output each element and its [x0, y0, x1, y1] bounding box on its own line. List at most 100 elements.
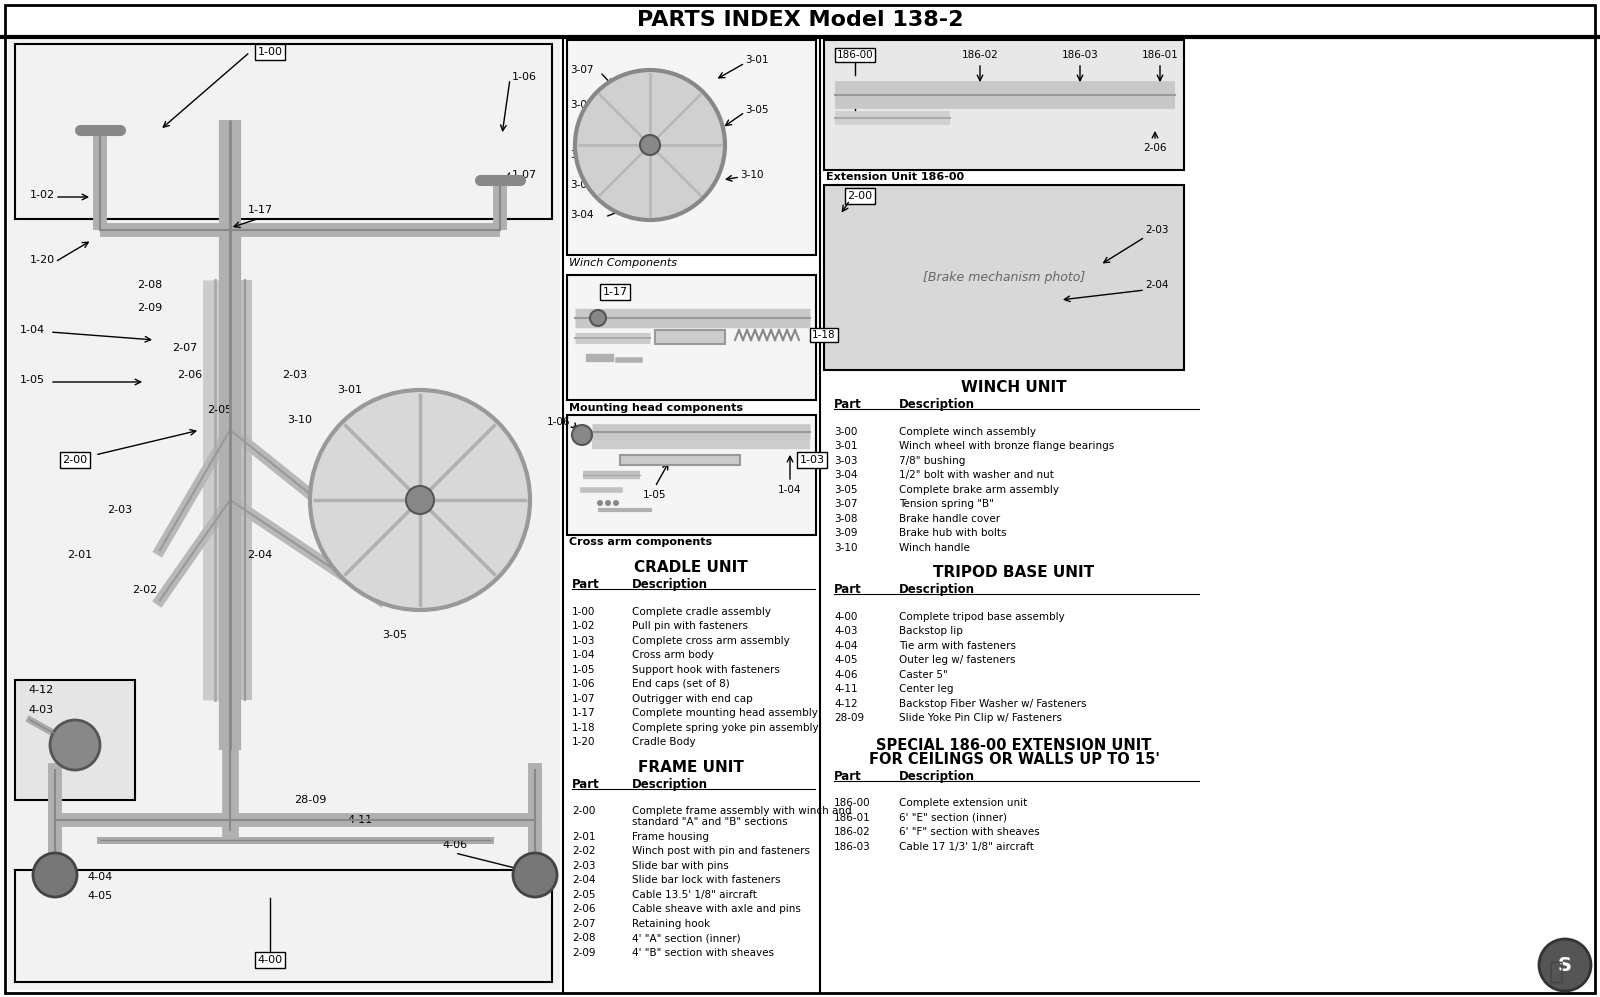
Text: 3-10: 3-10: [834, 542, 858, 552]
Circle shape: [574, 70, 725, 220]
Text: 2-03: 2-03: [283, 370, 307, 380]
Text: 4-03: 4-03: [29, 705, 53, 715]
Text: 28-09: 28-09: [834, 713, 864, 723]
Bar: [566, 40, 816, 255]
Text: 1-04: 1-04: [778, 485, 802, 495]
Text: 1-06: 1-06: [512, 72, 538, 82]
Bar: [654, 330, 725, 344]
Bar: [14, 680, 134, 800]
Text: 3-03: 3-03: [834, 456, 858, 466]
Text: Slide bar with pins: Slide bar with pins: [632, 860, 728, 870]
Text: Cross arm body: Cross arm body: [632, 650, 714, 660]
Text: Winch post with pin and fasteners: Winch post with pin and fasteners: [632, 846, 810, 856]
Text: 1-18: 1-18: [573, 723, 595, 733]
Bar: [621, 455, 739, 465]
Text: standard "A" and "B" sections: standard "A" and "B" sections: [632, 817, 787, 827]
Text: 4-12: 4-12: [834, 699, 858, 709]
Text: 2-08: 2-08: [138, 280, 163, 290]
Text: 4-11: 4-11: [347, 815, 373, 825]
Text: Part: Part: [573, 778, 600, 791]
Text: Part: Part: [834, 583, 862, 596]
Text: Winch wheel with bronze flange bearings: Winch wheel with bronze flange bearings: [899, 441, 1114, 451]
Text: 1-05: 1-05: [643, 490, 667, 500]
Text: 1-02: 1-02: [573, 621, 595, 631]
Text: Part: Part: [834, 398, 862, 411]
Text: 1-03: 1-03: [800, 455, 824, 465]
Text: 4-05: 4-05: [88, 891, 112, 901]
Text: ⛯: ⛯: [1549, 960, 1563, 984]
Text: 4-06: 4-06: [443, 840, 467, 850]
Text: 186-00: 186-00: [837, 50, 874, 60]
Text: 7/8" bushing: 7/8" bushing: [899, 456, 965, 466]
Text: 1-05: 1-05: [573, 664, 595, 675]
Text: 4-00: 4-00: [258, 955, 283, 965]
Text: Mounting head components: Mounting head components: [570, 403, 742, 413]
Circle shape: [406, 486, 434, 514]
Text: 1-00: 1-00: [573, 606, 595, 616]
Text: 186-01: 186-01: [1142, 50, 1178, 60]
Text: 2-09: 2-09: [138, 303, 163, 313]
Text: Description: Description: [899, 398, 974, 411]
Circle shape: [573, 425, 592, 445]
Text: Cross arm components: Cross arm components: [570, 537, 712, 547]
Text: Extension Unit 186-00: Extension Unit 186-00: [826, 172, 965, 182]
Circle shape: [1539, 939, 1590, 991]
Text: 186-01: 186-01: [834, 813, 870, 823]
Text: 1-00: 1-00: [258, 47, 283, 57]
Text: Description: Description: [632, 578, 707, 591]
Text: Cable sheave with axle and pins: Cable sheave with axle and pins: [632, 904, 802, 914]
Bar: [824, 185, 1184, 370]
Text: Part: Part: [834, 770, 862, 783]
Text: 6' "F" section with sheaves: 6' "F" section with sheaves: [899, 827, 1040, 837]
Text: FOR CEILINGS OR WALLS UP TO 15': FOR CEILINGS OR WALLS UP TO 15': [869, 752, 1160, 767]
Text: Retaining hook: Retaining hook: [632, 918, 710, 928]
Text: 2-00: 2-00: [62, 455, 88, 465]
Text: 186-03: 186-03: [1062, 50, 1098, 60]
Text: 2-03: 2-03: [107, 505, 133, 515]
Bar: [8, 40, 560, 990]
Text: 4-05: 4-05: [834, 655, 858, 665]
Text: 1-17: 1-17: [573, 708, 595, 718]
Text: 2-09: 2-09: [573, 947, 595, 957]
Circle shape: [514, 853, 557, 897]
Text: FRAME UNIT: FRAME UNIT: [638, 760, 744, 775]
Text: 2-02: 2-02: [573, 846, 595, 856]
Text: Winch handle: Winch handle: [899, 542, 970, 552]
Text: S: S: [1558, 955, 1571, 974]
Text: CRADLE UNIT: CRADLE UNIT: [634, 560, 747, 575]
Text: 2-01: 2-01: [573, 831, 595, 841]
Text: 2-00: 2-00: [573, 806, 595, 816]
Text: 2-00: 2-00: [848, 191, 872, 201]
Text: 3-01: 3-01: [834, 441, 858, 451]
Text: WINCH UNIT: WINCH UNIT: [962, 380, 1067, 395]
Text: Support hook with fasteners: Support hook with fasteners: [632, 664, 779, 675]
Text: 3-04: 3-04: [570, 210, 594, 220]
Circle shape: [310, 390, 530, 610]
Text: Complete cradle assembly: Complete cradle assembly: [632, 606, 771, 616]
Text: 1-18: 1-18: [813, 330, 835, 340]
Text: 3-05: 3-05: [746, 105, 768, 115]
Text: Complete mounting head assembly: Complete mounting head assembly: [632, 708, 818, 718]
Text: 1-05: 1-05: [19, 375, 45, 385]
Bar: [14, 44, 552, 219]
Text: Brake handle cover: Brake handle cover: [899, 513, 1000, 523]
Text: Backstop lip: Backstop lip: [899, 626, 963, 636]
Text: 186-02: 186-02: [962, 50, 998, 60]
Text: 3-05: 3-05: [834, 485, 858, 495]
Text: 2-05: 2-05: [573, 889, 595, 899]
Text: 3-01: 3-01: [338, 385, 363, 395]
Text: 2-06: 2-06: [1144, 143, 1166, 153]
Text: 2-08: 2-08: [573, 933, 595, 943]
Text: 1-02: 1-02: [30, 190, 54, 200]
Circle shape: [590, 310, 606, 326]
Text: 2-04: 2-04: [248, 550, 272, 560]
Text: 186-03: 186-03: [834, 841, 870, 851]
Text: End caps (set of 8): End caps (set of 8): [632, 679, 730, 689]
Text: Outer leg w/ fasteners: Outer leg w/ fasteners: [899, 655, 1016, 665]
Text: 186-02: 186-02: [834, 827, 870, 837]
Text: 3-04: 3-04: [834, 470, 858, 480]
Text: Complete brake arm assembly: Complete brake arm assembly: [899, 485, 1059, 495]
Text: 1-20: 1-20: [573, 737, 595, 747]
Text: Complete spring yoke pin assembly: Complete spring yoke pin assembly: [632, 723, 819, 733]
Text: 4-06: 4-06: [834, 670, 858, 680]
